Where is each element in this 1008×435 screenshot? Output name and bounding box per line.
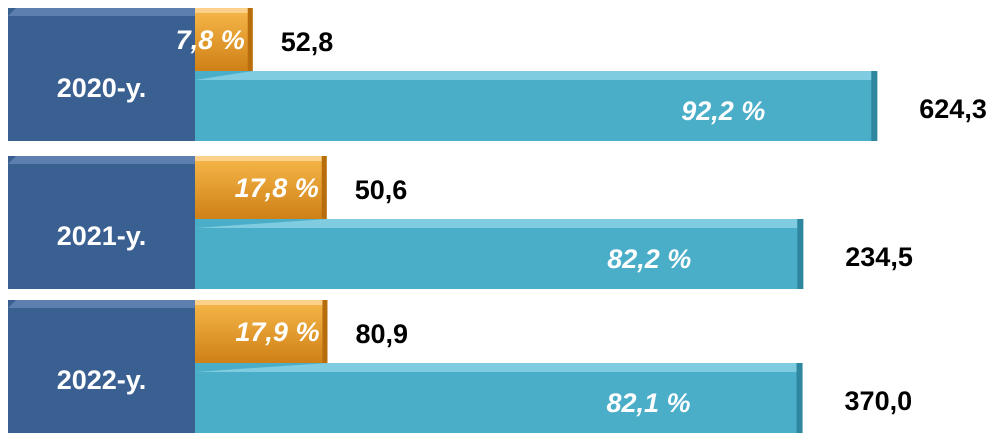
category-label: 2021-y. xyxy=(57,221,147,251)
amount-label: 234,5 xyxy=(845,242,913,272)
category-bevel xyxy=(8,156,195,164)
category-block xyxy=(8,300,195,433)
bar-end xyxy=(247,8,253,80)
bar-bevel xyxy=(195,363,803,372)
category-label: 2020-y. xyxy=(57,73,147,103)
category-bevel xyxy=(8,300,195,308)
bar-bevel xyxy=(195,8,253,13)
bar-end xyxy=(322,300,328,372)
value-label: 7,8 % xyxy=(176,25,245,55)
bar xyxy=(195,156,327,228)
bar-end xyxy=(871,71,878,141)
amount-label: 624,3 xyxy=(919,94,987,124)
amount-label: 80,9 xyxy=(355,319,408,349)
value-label: 17,8 % xyxy=(235,173,319,203)
value-label: 17,9 % xyxy=(235,317,319,347)
value-label: 92,2 % xyxy=(681,96,765,126)
amount-label: 50,6 xyxy=(355,175,408,205)
value-label: 82,1 % xyxy=(606,388,690,418)
bar xyxy=(195,300,328,372)
amount-label: 370,0 xyxy=(845,386,913,416)
category-block xyxy=(8,156,195,289)
bar xyxy=(195,363,803,433)
bar-bevel xyxy=(195,156,327,161)
category-label: 2022-y. xyxy=(57,365,147,395)
bar-end xyxy=(321,156,327,228)
bar xyxy=(195,219,804,289)
bar-bevel xyxy=(195,71,878,80)
category-block xyxy=(8,8,195,141)
bar-end xyxy=(796,363,803,433)
bar-bevel xyxy=(195,300,328,305)
bar-bevel xyxy=(195,219,804,228)
bar xyxy=(195,71,878,141)
amount-label: 52,8 xyxy=(281,27,334,57)
category-bevel xyxy=(8,8,195,16)
bar-end xyxy=(797,219,804,289)
bar xyxy=(195,8,253,80)
value-label: 82,2 % xyxy=(607,244,691,274)
